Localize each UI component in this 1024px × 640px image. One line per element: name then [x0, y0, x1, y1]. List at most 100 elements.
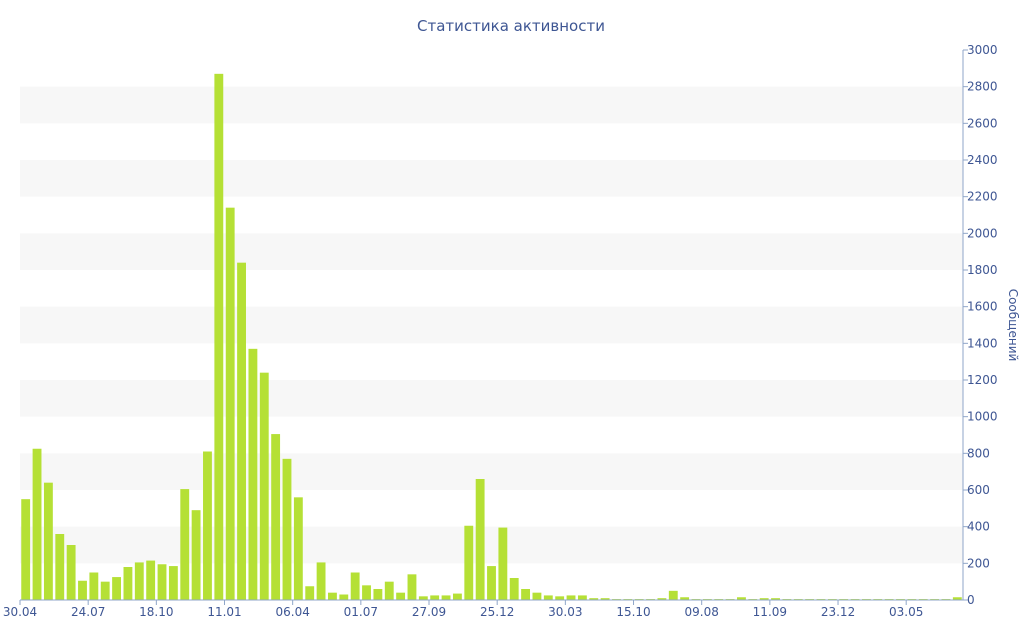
bar	[293, 497, 303, 600]
bar	[350, 572, 360, 600]
bar	[952, 597, 962, 600]
bar	[248, 348, 258, 600]
bar	[259, 372, 269, 600]
bar	[203, 451, 212, 600]
bar	[452, 593, 462, 600]
bar	[237, 262, 246, 600]
x-tick-label: 11.09	[753, 605, 787, 619]
y-axis-label: Сообщений	[1006, 289, 1020, 362]
x-tick-label: 06.04	[275, 605, 309, 619]
bar	[509, 578, 519, 600]
bar	[577, 595, 587, 600]
x-tick-label: 27.09	[412, 605, 446, 619]
x-tick-label: 03.05	[889, 605, 923, 619]
x-tick-label: 09.08	[685, 605, 719, 619]
bar	[55, 534, 65, 600]
x-tick-label: 30.03	[548, 605, 582, 619]
bar	[487, 566, 496, 600]
bar	[100, 581, 110, 600]
y-tick-label: 1200	[967, 373, 998, 387]
x-tick-label: 24.07	[71, 605, 105, 619]
bars	[21, 73, 962, 601]
bar	[43, 482, 53, 600]
y-tick-label: 600	[967, 483, 990, 497]
y-tick-label: 3000	[967, 43, 998, 57]
grid-band	[20, 380, 963, 417]
grid-band	[20, 160, 963, 197]
bar	[180, 489, 190, 600]
x-tick-label: 11.01	[207, 605, 241, 619]
bar	[134, 562, 144, 600]
bar	[32, 448, 42, 600]
y-tick-label: 2800	[967, 80, 998, 94]
bar	[384, 581, 394, 600]
x-tick-label: 23.12	[821, 605, 855, 619]
x-tick-label: 15.10	[616, 605, 650, 619]
bar	[396, 592, 406, 600]
bar	[407, 574, 417, 600]
chart-title: Статистика активности	[417, 17, 605, 35]
bar	[680, 597, 690, 600]
bar	[498, 527, 508, 600]
bar	[271, 434, 281, 600]
y-tick-label: 1800	[967, 263, 998, 277]
bar	[418, 596, 428, 600]
bar	[759, 598, 769, 600]
y-axis-ticks: 0 200 400 600 800 1000 1200 1400 1600 1800 2000 220…	[963, 43, 998, 607]
y-tick-label: 1600	[967, 300, 998, 314]
bar	[600, 598, 610, 600]
bar	[339, 594, 349, 600]
bar	[146, 560, 156, 600]
grid-band	[20, 306, 963, 344]
y-tick-label: 400	[967, 520, 990, 534]
bar	[123, 567, 133, 600]
bar	[464, 525, 474, 600]
y-tick-label: 2200	[967, 190, 998, 204]
bar	[282, 458, 292, 600]
grid-band	[20, 453, 963, 490]
bar	[521, 589, 531, 600]
bar	[89, 572, 99, 600]
grid-band	[20, 526, 963, 564]
bar	[316, 562, 326, 600]
bar	[66, 545, 76, 600]
bar	[373, 589, 383, 600]
grid-bands	[20, 86, 963, 564]
bar	[214, 73, 224, 600]
bar	[78, 580, 87, 600]
grid-band	[20, 233, 963, 270]
bar	[168, 566, 178, 600]
bar	[543, 595, 553, 600]
y-tick-label: 2400	[967, 153, 998, 167]
grid-band	[20, 86, 963, 124]
x-tick-label: 30.04	[3, 605, 37, 619]
bar	[157, 564, 167, 600]
bar	[191, 510, 201, 600]
x-tick-label: 25.12	[480, 605, 514, 619]
bar	[21, 499, 31, 600]
y-tick-label: 800	[967, 446, 990, 460]
y-tick-label: 1400	[967, 336, 998, 350]
y-tick-label: 2600	[967, 116, 998, 130]
bar	[566, 595, 576, 600]
bar	[430, 595, 440, 600]
x-axis-ticks: 30.04 24.07 18.10 11.01 06.04 01.07 27.09 25.12…	[3, 600, 923, 619]
bar	[362, 585, 371, 600]
bar	[532, 592, 542, 600]
bar	[555, 596, 565, 600]
bar	[441, 595, 451, 600]
x-tick-label: 18.10	[139, 605, 173, 619]
bar	[668, 590, 678, 600]
y-tick-label: 0	[967, 593, 975, 607]
y-tick-label: 1000	[967, 410, 998, 424]
bar	[328, 592, 337, 600]
y-tick-label: 2000	[967, 226, 998, 240]
bar	[225, 207, 235, 601]
bar	[737, 597, 746, 600]
bar	[589, 598, 599, 600]
bar	[475, 479, 485, 600]
bar	[771, 598, 780, 600]
x-tick-label: 01.07	[344, 605, 378, 619]
bar	[657, 598, 667, 600]
